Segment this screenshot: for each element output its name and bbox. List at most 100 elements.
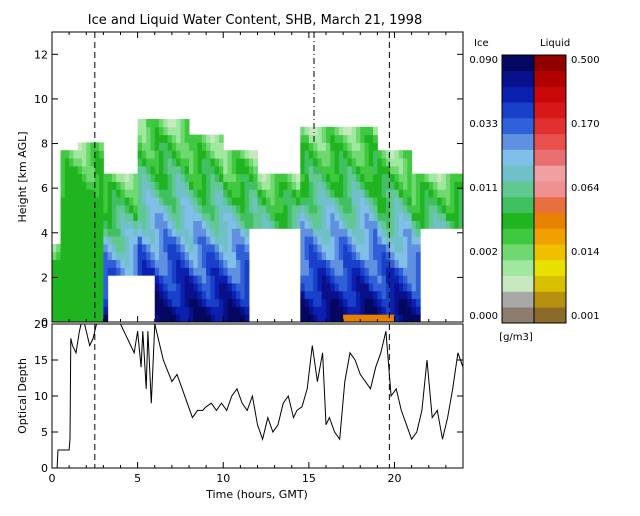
heatmap-cell [420,197,425,206]
colorbar-ice-swatch [502,291,534,308]
heatmap-cell [60,189,66,198]
heatmap-cell [308,259,314,268]
heatmap-cell [390,220,395,229]
heatmap-cell [210,142,216,151]
heatmap-cell [64,212,70,221]
heatmap-cell [231,158,237,167]
heatmap-cell [223,236,229,245]
heatmap-cell [458,181,463,190]
heatmap-cell [343,220,348,229]
heatmap-cell [330,204,336,214]
heatmap-cell [141,228,147,237]
heatmap-cell [360,275,366,284]
heatmap-cell [394,243,400,253]
heatmap-cell [351,181,357,190]
heatmap-cell [171,282,177,292]
heatmap-cell [180,119,186,128]
heatmap-cell [90,251,96,261]
colorbar-liquid-swatch [534,149,566,166]
heatmap-cell [394,150,400,159]
heatmap-cell [193,282,199,292]
heatmap-cell [368,173,374,182]
heatmap-cell [266,173,271,182]
top-y-tick-label: 4 [41,227,48,240]
heatmap-cell [146,197,151,206]
heatmap-cell [377,220,383,229]
heatmap-cell [257,212,263,221]
heatmap-cell [64,298,70,307]
colorbar-liquid-swatch [534,86,566,103]
heatmap-cell [197,204,203,214]
heatmap-cell [368,165,374,175]
heatmap-cell [334,204,340,214]
heatmap-cell [308,181,314,190]
heatmap-cell [116,236,121,245]
heatmap-cell [373,236,378,245]
heatmap-cell [236,314,241,322]
heatmap-cell [368,189,374,198]
heatmap-cell [321,142,327,151]
heatmap-cell [287,181,293,190]
heatmap-cell [364,197,370,206]
heatmap-cell [334,142,340,151]
heatmap-cell [77,142,83,151]
heatmap-cell [154,158,160,167]
heatmap-cell [351,142,357,151]
heatmap-cell [415,298,421,307]
colorbar-ice-swatch [502,212,534,229]
colorbar: 0.0900.0330.0110.0020.0000.5000.1700.064… [469,54,600,324]
heatmap-cell [81,142,87,151]
heatmap-cell [445,212,451,221]
heatmap-cell [454,212,460,221]
heatmap-cell [283,197,288,206]
heatmap-cell [244,204,250,214]
heatmap-cell [214,197,220,206]
heatmap-cell [124,204,130,214]
heatmap-cell [120,204,126,214]
heatmap-cell [69,243,74,253]
heatmap-cell [176,165,181,175]
heatmap-cell [377,236,383,245]
heatmap-cell [103,251,109,261]
heatmap-cell [197,220,203,229]
heatmap-cell [120,228,126,237]
heatmap-cell [347,220,353,229]
heatmap-cell [240,181,246,190]
heatmap-cell [193,314,199,322]
heatmap-cell [154,267,160,276]
heatmap-cell [330,134,336,143]
heatmap-cell [377,275,383,284]
heatmap-cell [313,228,318,237]
heatmap-cell [167,282,173,292]
heatmap-cell [321,236,327,245]
heatmap-cell [129,228,134,237]
heatmap-cell [176,243,181,253]
heatmap-cell [227,290,233,300]
heatmap-cell [73,228,79,237]
heatmap-cell [116,181,121,190]
heatmap-cell [398,158,404,167]
heatmap-cell [197,275,203,284]
heatmap-cell [321,275,327,284]
heatmap-cell [398,212,404,221]
heatmap-cell [184,189,190,198]
heatmap-cell [184,197,190,206]
heatmap-cell [398,236,404,245]
heatmap-cell [141,212,147,221]
heatmap-cell [94,282,100,292]
heatmap-cell [94,275,100,284]
heatmap-cell [253,189,258,198]
heatmap-cell [236,212,241,221]
heatmap-cell [343,204,348,214]
heatmap-cell [116,267,121,276]
heatmap-cell [201,267,207,276]
heatmap-cell [385,197,391,206]
heatmap-cell [398,267,404,276]
heatmap-cell [86,290,92,300]
heatmap-cell [171,228,177,237]
heatmap-cell [180,275,186,284]
heatmap-cell [86,158,92,167]
heatmap-cell [231,197,237,206]
heatmap-cell [107,181,113,190]
heatmap-cell [159,275,164,284]
